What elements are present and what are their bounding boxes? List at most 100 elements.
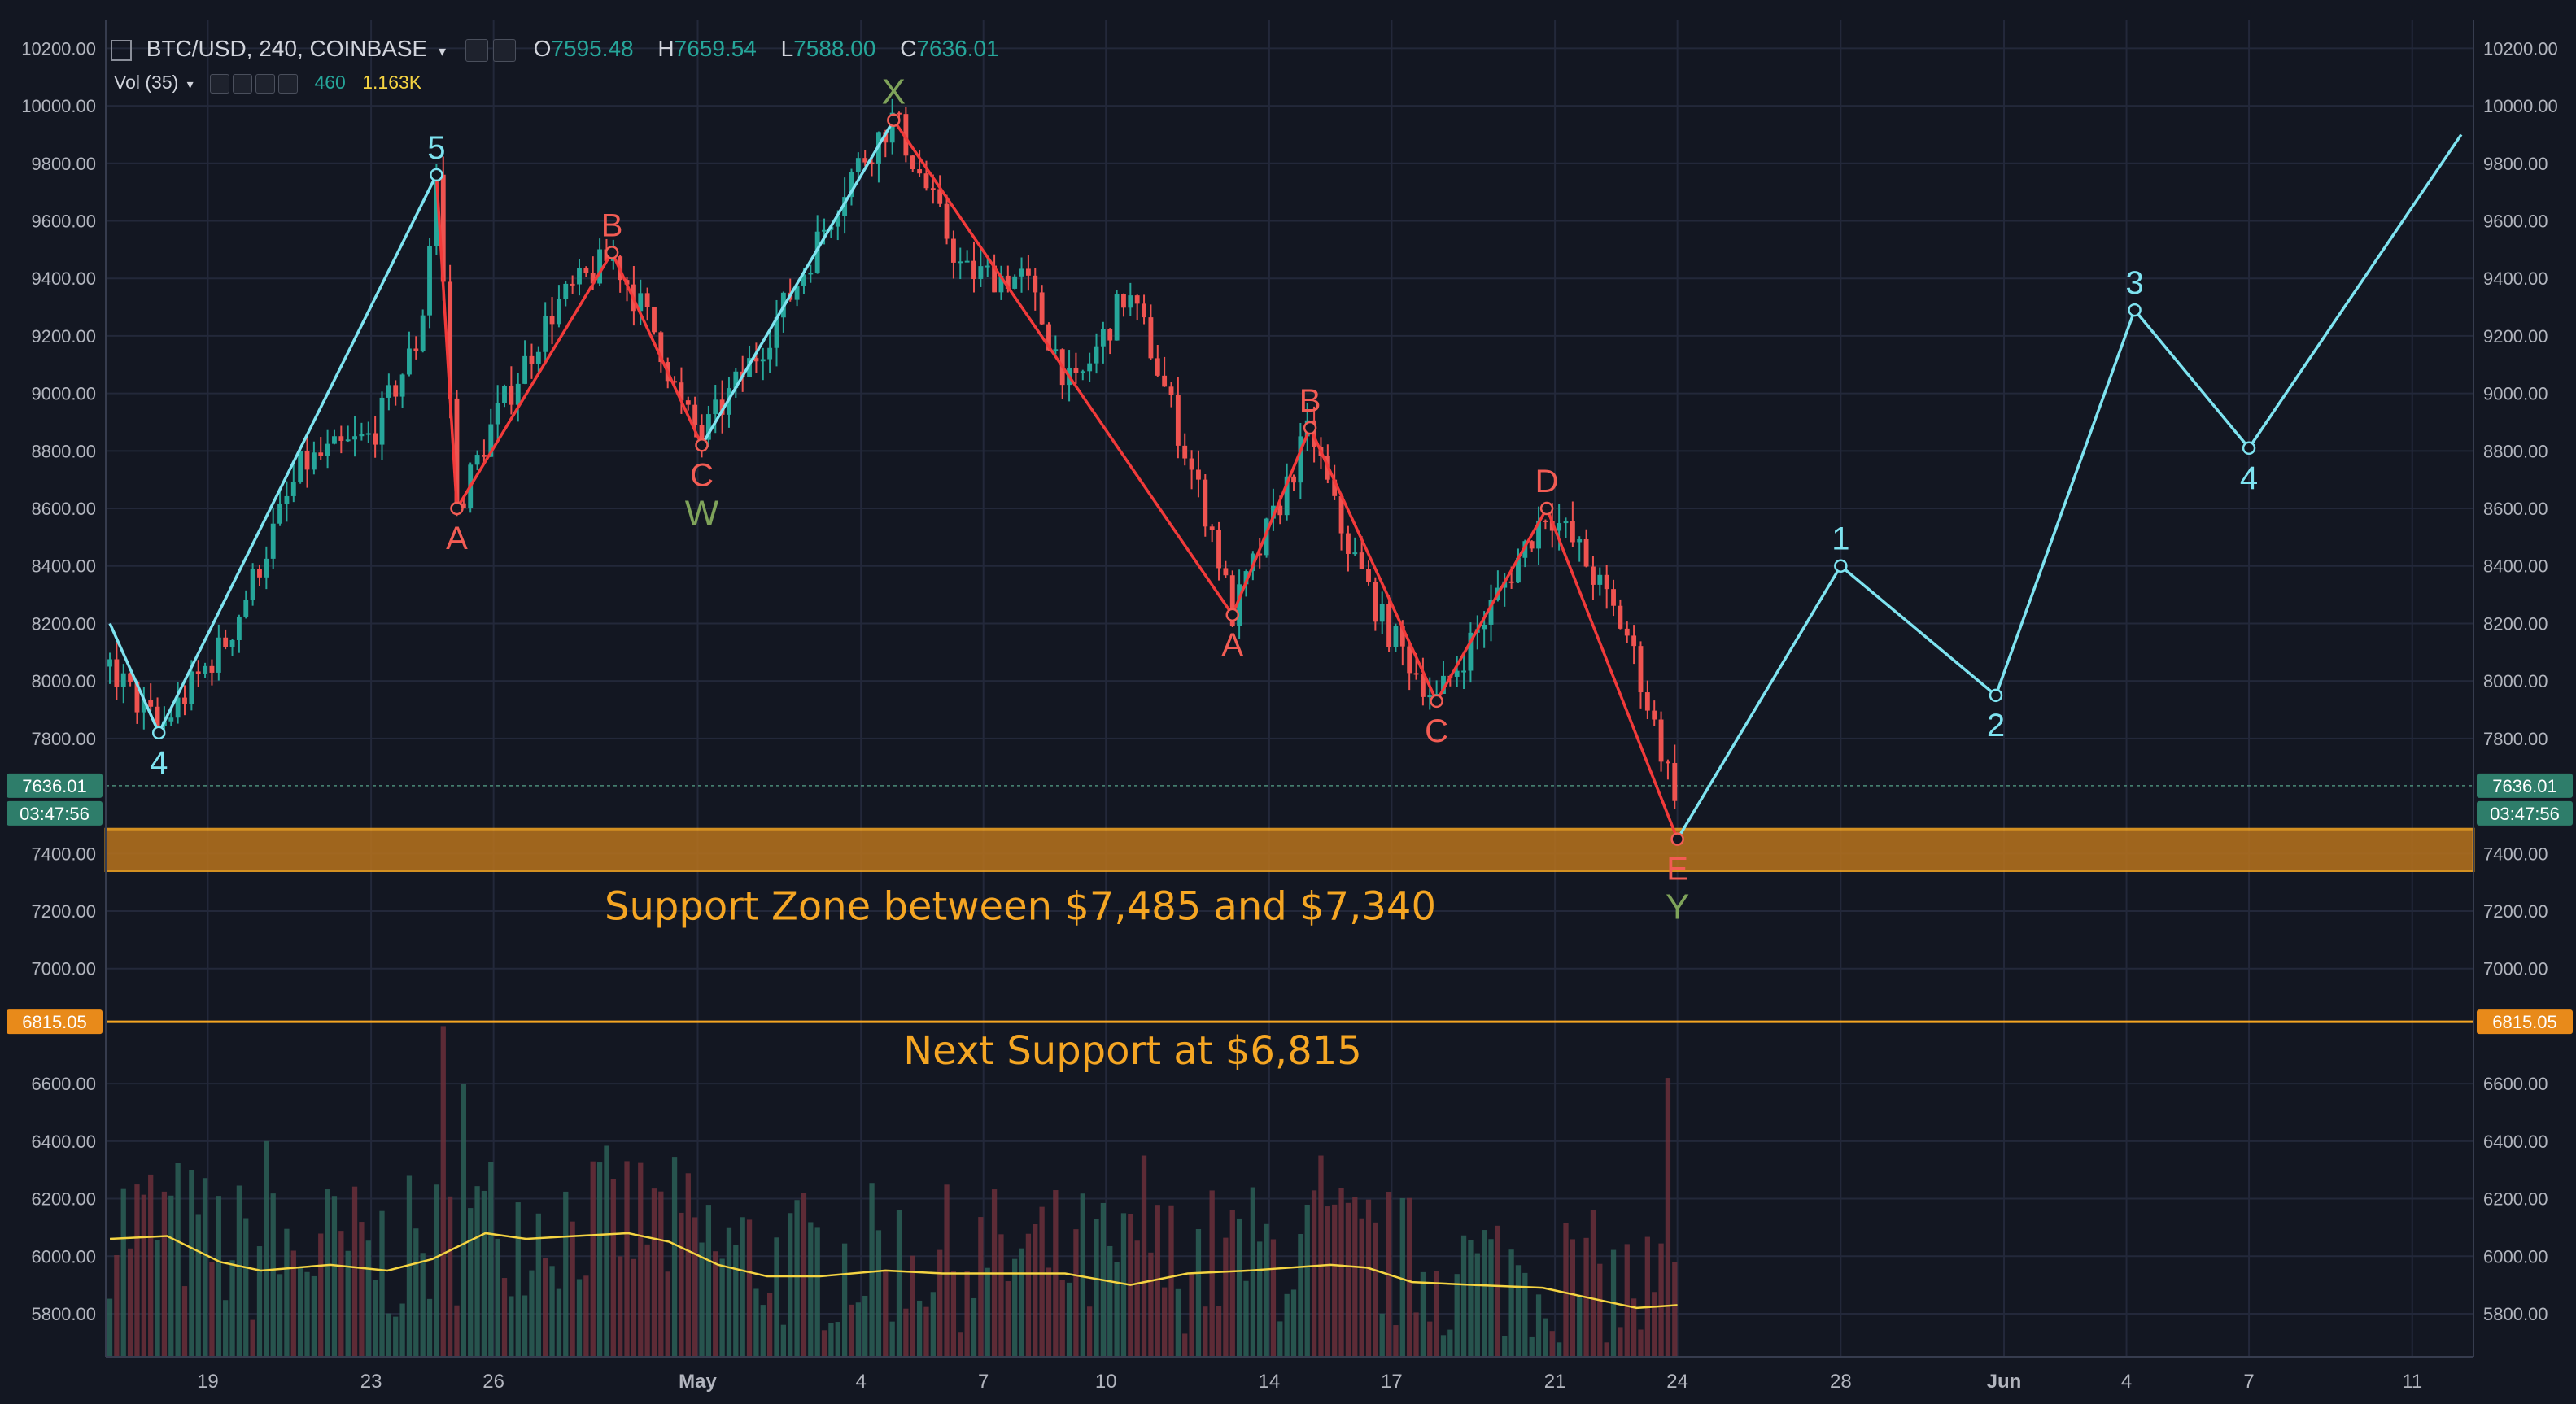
candle-body	[236, 616, 242, 640]
settings-icon[interactable]	[233, 73, 253, 94]
volume-bar	[1638, 1329, 1644, 1357]
close-icon[interactable]	[278, 73, 299, 94]
candle-countdown-badge: 03:47:56	[20, 804, 90, 824]
symbol-dropdown-icon[interactable]: ▾	[439, 43, 447, 59]
wave-point-marker	[2242, 441, 2256, 456]
volume-bar	[556, 1288, 562, 1357]
candle-body	[298, 451, 303, 482]
volume-bar	[1365, 1199, 1372, 1357]
volume-bar	[107, 1298, 113, 1357]
collapse-icon[interactable]	[111, 39, 132, 61]
volume-ma-line	[109, 1232, 1678, 1310]
wave-point-marker	[1430, 694, 1443, 709]
settings-icon[interactable]	[465, 38, 488, 62]
volume-bar	[855, 1302, 861, 1357]
volume-bar	[181, 1286, 188, 1357]
close-series-icon[interactable]	[492, 38, 516, 62]
price-tick-label-left: 9400.00	[31, 268, 96, 289]
price-tick-label-right: 10200.00	[2483, 38, 2558, 59]
candle-body	[1338, 495, 1344, 534]
volume-bar	[474, 1186, 480, 1357]
volume-bar	[501, 1278, 508, 1357]
volume-bar	[604, 1145, 609, 1357]
wave-label: Y	[1666, 887, 1689, 927]
candle-body	[148, 700, 154, 707]
wave-label: W	[685, 493, 719, 533]
volume-bar	[726, 1227, 732, 1357]
candle-body	[229, 639, 235, 647]
volume-bar	[229, 1260, 235, 1357]
volume-bar	[515, 1202, 521, 1357]
candle-body	[311, 452, 317, 470]
volume-bar	[1460, 1235, 1467, 1357]
elliott-wave-line-cyan	[1676, 133, 2463, 840]
next-support-badge: 6815.05	[22, 1012, 87, 1032]
candle-body	[1121, 294, 1126, 308]
price-tick-label-right: 7400.00	[2483, 844, 2548, 864]
price-tick-label-left: 7200.00	[31, 901, 96, 922]
candle-body	[652, 307, 657, 333]
low-value: 7588.00	[793, 36, 876, 61]
volume-bar	[644, 1244, 650, 1357]
volume-bar	[420, 1253, 426, 1357]
price-tick-label-right: 8000.00	[2483, 671, 2548, 691]
candle-body	[1087, 363, 1093, 372]
price-tick-label-right: 7000.00	[2483, 959, 2548, 979]
price-tick-label-right: 8400.00	[2483, 556, 2548, 577]
date-tick-label: 28	[1830, 1371, 1852, 1393]
volume-bar	[679, 1212, 684, 1357]
volume-bar	[583, 1275, 589, 1357]
volume-bar	[1290, 1289, 1297, 1357]
volume-bar	[1025, 1233, 1032, 1357]
candle-body	[862, 158, 868, 163]
low-label: L	[780, 36, 794, 61]
candle-body	[767, 347, 773, 360]
volume-bar	[1162, 1287, 1168, 1357]
price-tick-label-right: 6600.00	[2483, 1074, 2548, 1094]
candle-body	[427, 246, 432, 316]
candle-body	[1536, 520, 1541, 549]
volume-bar	[468, 1208, 474, 1357]
volume-bar	[1535, 1294, 1542, 1357]
candle-body	[978, 266, 984, 280]
volume-bar	[692, 1217, 698, 1357]
candle-body	[1114, 294, 1120, 341]
candle-body	[1128, 295, 1133, 308]
candle-body	[1019, 268, 1024, 277]
wave-point-marker	[887, 113, 901, 127]
candle-body	[644, 293, 650, 307]
volume-bar	[964, 1271, 970, 1357]
price-tick-label-left: 10000.00	[21, 96, 96, 116]
volume-dropdown-icon[interactable]: ▾	[186, 78, 194, 92]
candle-body	[849, 172, 854, 198]
candle-body	[964, 260, 970, 263]
volume-indicator-title[interactable]: Vol (35)	[114, 72, 179, 93]
volume-bar	[1141, 1155, 1147, 1357]
volume-bar	[549, 1266, 555, 1357]
candle-body	[1175, 395, 1181, 446]
candle-body	[992, 265, 998, 293]
candle-body	[753, 358, 759, 362]
candle-body	[842, 197, 848, 216]
volume-bar	[1019, 1248, 1024, 1357]
candle-body	[1277, 505, 1283, 516]
volume-bar	[1318, 1155, 1324, 1357]
price-tick-label-right: 8800.00	[2483, 441, 2548, 461]
add-icon[interactable]	[255, 73, 276, 94]
symbol-title[interactable]: BTC/USD, 240, COINBASE	[146, 36, 428, 61]
volume-bar	[1039, 1206, 1045, 1357]
volume-bar	[1590, 1210, 1596, 1357]
price-tick-label-left: 9800.00	[31, 154, 96, 174]
candle-body	[1597, 574, 1603, 585]
candle-body	[1284, 476, 1290, 516]
candle-body	[1373, 582, 1378, 622]
close-label: C	[900, 36, 917, 61]
candle-body	[345, 439, 351, 442]
volume-bar	[406, 1175, 413, 1357]
volume-bar	[801, 1193, 807, 1357]
eye-icon[interactable]	[210, 73, 230, 94]
candle-body	[971, 260, 976, 280]
wave-label: A	[1221, 627, 1243, 663]
volume-bar	[284, 1228, 290, 1357]
